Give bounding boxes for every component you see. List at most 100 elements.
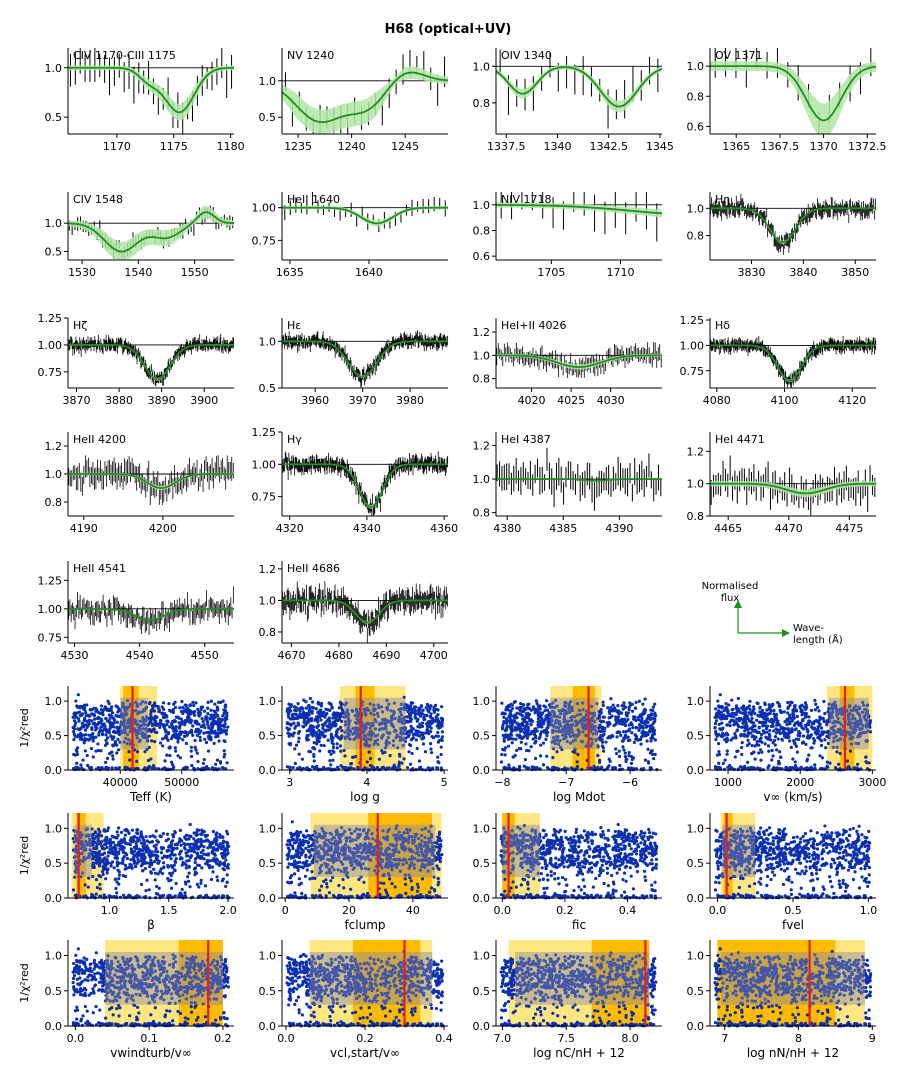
x-tick-label: 1170 (103, 140, 131, 153)
fit-point (126, 698, 130, 703)
fit-point (153, 701, 157, 705)
fit-point (297, 752, 301, 756)
fit-point (344, 701, 349, 705)
fit-point (167, 702, 171, 706)
y-tick-label: 1.00 (38, 339, 63, 352)
y-tick-label: 1.0 (259, 695, 277, 708)
fit-point (413, 712, 418, 716)
fit-point (155, 730, 159, 735)
fit-point (569, 766, 573, 770)
best-model-line (68, 607, 234, 622)
y-tick-label: 1.2 (45, 440, 63, 453)
fit-point (104, 766, 108, 770)
fit-point (138, 726, 142, 730)
fit-point (215, 758, 220, 762)
fit-point (123, 727, 127, 731)
fit-point (166, 720, 170, 724)
fit-point (150, 723, 154, 727)
fit-point (639, 742, 643, 746)
fit-point (541, 741, 546, 745)
fit-point (337, 714, 342, 718)
fit-point (196, 707, 200, 712)
fit-point (187, 730, 191, 735)
fit-point (76, 693, 80, 697)
chi2-panel: 40000 50000 0.0 0.5 1.0 Teff (K) 1/χ²red (18, 686, 234, 804)
fit-point (381, 765, 385, 769)
fit-point (620, 711, 624, 715)
fit-point (79, 763, 83, 767)
fit-point (510, 741, 514, 745)
fit-point (366, 737, 371, 741)
fit-point (206, 700, 210, 704)
fit-point (307, 727, 312, 731)
fit-point (99, 704, 104, 708)
fit-point (226, 725, 230, 729)
fit-point (385, 739, 389, 743)
fit-point (422, 736, 426, 740)
x-tick-label: 4530 (61, 649, 89, 662)
fit-point (86, 724, 90, 728)
fit-point (323, 713, 328, 717)
panel-title: HeI 4471 (715, 433, 765, 446)
fit-point (440, 738, 444, 743)
fit-point (111, 754, 115, 758)
fit-point (334, 716, 338, 721)
fit-point (502, 748, 506, 752)
fit-point (416, 729, 420, 733)
fit-point (135, 702, 139, 706)
fit-point (340, 719, 344, 723)
fit-point (314, 707, 318, 711)
fit-point (206, 706, 210, 710)
fit-point (331, 723, 335, 727)
best-model-line (68, 344, 234, 381)
best-model-line (496, 478, 662, 482)
spectrum-panel: 4320 4340 4360 0.75 1.00 1.25 Hγ (252, 426, 459, 535)
x-tick-label: 4700 (420, 649, 448, 662)
x-tick-label: 4100 (771, 394, 799, 407)
fit-point (335, 734, 339, 738)
fit-point (151, 728, 155, 732)
fit-point (135, 759, 139, 763)
fit-point (172, 718, 177, 723)
fit-point (609, 697, 613, 701)
fit-point (183, 703, 187, 707)
fit-point (91, 731, 95, 736)
fit-point (123, 730, 127, 734)
fit-point (171, 763, 175, 767)
fit-point (435, 724, 439, 728)
fit-point (318, 736, 322, 740)
fit-point (296, 716, 300, 720)
fit-point (645, 739, 649, 743)
fit-point (193, 745, 197, 749)
fit-point (185, 718, 190, 723)
fit-point (124, 736, 128, 741)
fit-point (534, 699, 538, 703)
fit-point (178, 706, 182, 710)
fit-point (82, 707, 86, 711)
fit-point (351, 755, 355, 759)
fit-point (110, 766, 114, 770)
fit-point (500, 701, 504, 705)
fit-point (533, 741, 537, 745)
fit-point (440, 735, 444, 739)
y-tick-label: 0.0 (259, 764, 277, 777)
fit-point (115, 725, 119, 729)
fit-point (75, 761, 79, 765)
fit-point (173, 732, 177, 736)
fit-point (92, 712, 96, 717)
fit-point (331, 716, 335, 720)
fit-point (285, 721, 290, 725)
fit-point (127, 717, 132, 721)
fit-point (621, 730, 626, 734)
fit-point (335, 765, 340, 769)
fit-point (96, 742, 100, 746)
fit-point (114, 704, 118, 708)
fit-point (163, 766, 167, 770)
fit-point (296, 702, 300, 706)
spectrum-panel: 1530 1540 1550 0.5 1.0 CIV 1548 (45, 192, 235, 279)
fit-point (339, 749, 343, 753)
fit-point (106, 736, 110, 740)
fit-point (192, 703, 196, 708)
x-tick-label: 1240 (338, 140, 366, 153)
